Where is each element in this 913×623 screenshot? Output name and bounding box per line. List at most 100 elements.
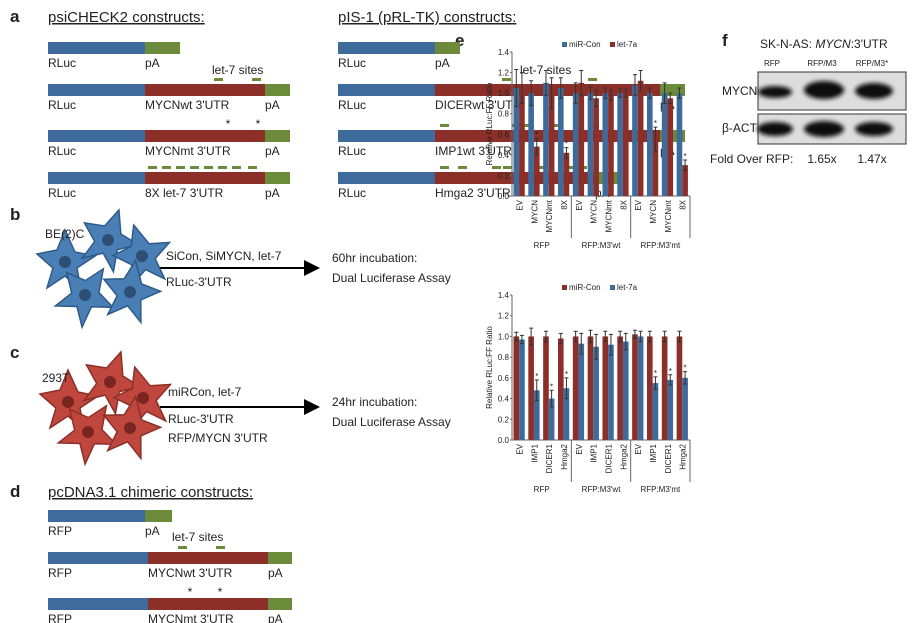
site (148, 166, 157, 169)
construct-label: RLuc (338, 98, 366, 112)
lane-label: RFP/M3 (807, 59, 837, 68)
legend-label: let-7a (617, 283, 638, 292)
x-tick-label: EV (575, 199, 584, 210)
construct-segment (48, 552, 148, 564)
bar (638, 81, 644, 196)
significance-marker: * (654, 369, 657, 378)
x-tick-label: MYCNmt (604, 199, 613, 232)
site (190, 166, 199, 169)
x-tick-label: EV (634, 443, 643, 454)
bar (588, 93, 594, 196)
construct-segment (48, 42, 145, 54)
construct-segment (148, 552, 268, 564)
y-tick-label: 0.0 (498, 192, 510, 201)
fold-value: 1.65x (807, 152, 836, 166)
panel-title: pcDNA3.1 chimeric constructs: (48, 484, 253, 501)
construct-label: RLuc (338, 56, 366, 70)
legend-swatch (562, 285, 567, 290)
construct-segment (338, 130, 435, 142)
construct-segment (268, 598, 292, 610)
construct-label: pA (268, 566, 283, 580)
mutation-marker: * (256, 117, 261, 131)
significance-marker: * (684, 364, 687, 373)
blot-row-label: MYCN (722, 84, 757, 98)
panel-label: b (10, 205, 20, 224)
bar (608, 95, 614, 196)
cells (40, 342, 179, 472)
x-tick-label: MYCN (590, 200, 599, 224)
bar (543, 83, 549, 196)
legend-swatch (610, 42, 615, 47)
x-tick-label: MYCN (649, 200, 658, 224)
construct-label: RLuc (338, 144, 366, 158)
significance-marker: * (565, 140, 568, 149)
y-tick-label: 0.6 (498, 374, 510, 383)
treatment: miRCon, let-7 (168, 385, 242, 399)
cells (37, 200, 178, 335)
bar (513, 336, 519, 440)
bar (593, 98, 599, 196)
x-tick-label: Hmga2 (560, 443, 569, 469)
bar (623, 342, 629, 440)
site (178, 546, 187, 549)
bar (647, 93, 653, 196)
bar (632, 85, 638, 196)
bar (573, 93, 579, 196)
bar (602, 336, 608, 440)
blot-title: SK-N-AS: MYCN:3'UTR (760, 37, 888, 51)
panel-title: pIS-1 (pRL-TK) constructs: (338, 9, 516, 26)
treatment: RFP/MYCN 3'UTR (168, 431, 268, 445)
construct-label: MYCNmt 3'UTR (145, 144, 231, 158)
construct-segment (145, 42, 180, 54)
readout: Dual Luciferase Assay (332, 415, 451, 429)
treatment: SiCon, SiMYCN, let-7 (166, 249, 282, 263)
bar (632, 334, 638, 440)
bar (677, 336, 683, 440)
mutation-marker: * (226, 117, 231, 131)
y-tick-label: 1.4 (498, 48, 510, 57)
construct-segment (48, 130, 145, 142)
blot-row-label: β-ACT (722, 121, 758, 135)
site (216, 546, 225, 549)
construct-label: RFP (48, 524, 72, 538)
construct-segment (48, 510, 145, 522)
bar (667, 380, 673, 440)
construct-segment (145, 130, 265, 142)
y-tick-label: 0.0 (498, 436, 510, 445)
y-tick-label: 0.8 (498, 353, 510, 362)
group-label: RFP (534, 241, 550, 250)
site (232, 166, 241, 169)
x-tick-label: Hmga2 (679, 443, 688, 469)
construct-segment (145, 84, 265, 96)
readout: Dual Luciferase Assay (332, 271, 451, 285)
bar (588, 336, 594, 440)
bar (578, 344, 584, 440)
construct-label: pA (145, 56, 160, 70)
construct-label: 8X let-7 3'UTR (145, 186, 224, 200)
construct-label: pA (145, 524, 160, 538)
bar (623, 93, 629, 196)
x-tick-label: EV (515, 199, 524, 210)
panel-label: c (10, 343, 19, 362)
legend-swatch (610, 285, 615, 290)
x-tick-label: DICER1 (664, 443, 673, 473)
y-tick-label: 0.4 (498, 151, 510, 160)
construct-segment (338, 42, 435, 54)
construct-label: pA (265, 98, 280, 112)
construct-label: RLuc (48, 186, 76, 200)
construct-segment (268, 552, 292, 564)
construct-segment (145, 510, 172, 522)
construct-label: RFP (48, 612, 72, 623)
site (248, 166, 257, 169)
x-tick-label: DICER1 (545, 443, 554, 473)
bar (608, 345, 614, 440)
site (162, 166, 171, 169)
construct-label: pA (435, 56, 450, 70)
x-tick-label: MYCN (530, 200, 539, 224)
site (204, 166, 213, 169)
construct-segment (48, 172, 145, 184)
lane-label: RFP (764, 59, 780, 68)
construct-label: pA (265, 144, 280, 158)
bar (558, 88, 564, 196)
bar (519, 340, 525, 440)
